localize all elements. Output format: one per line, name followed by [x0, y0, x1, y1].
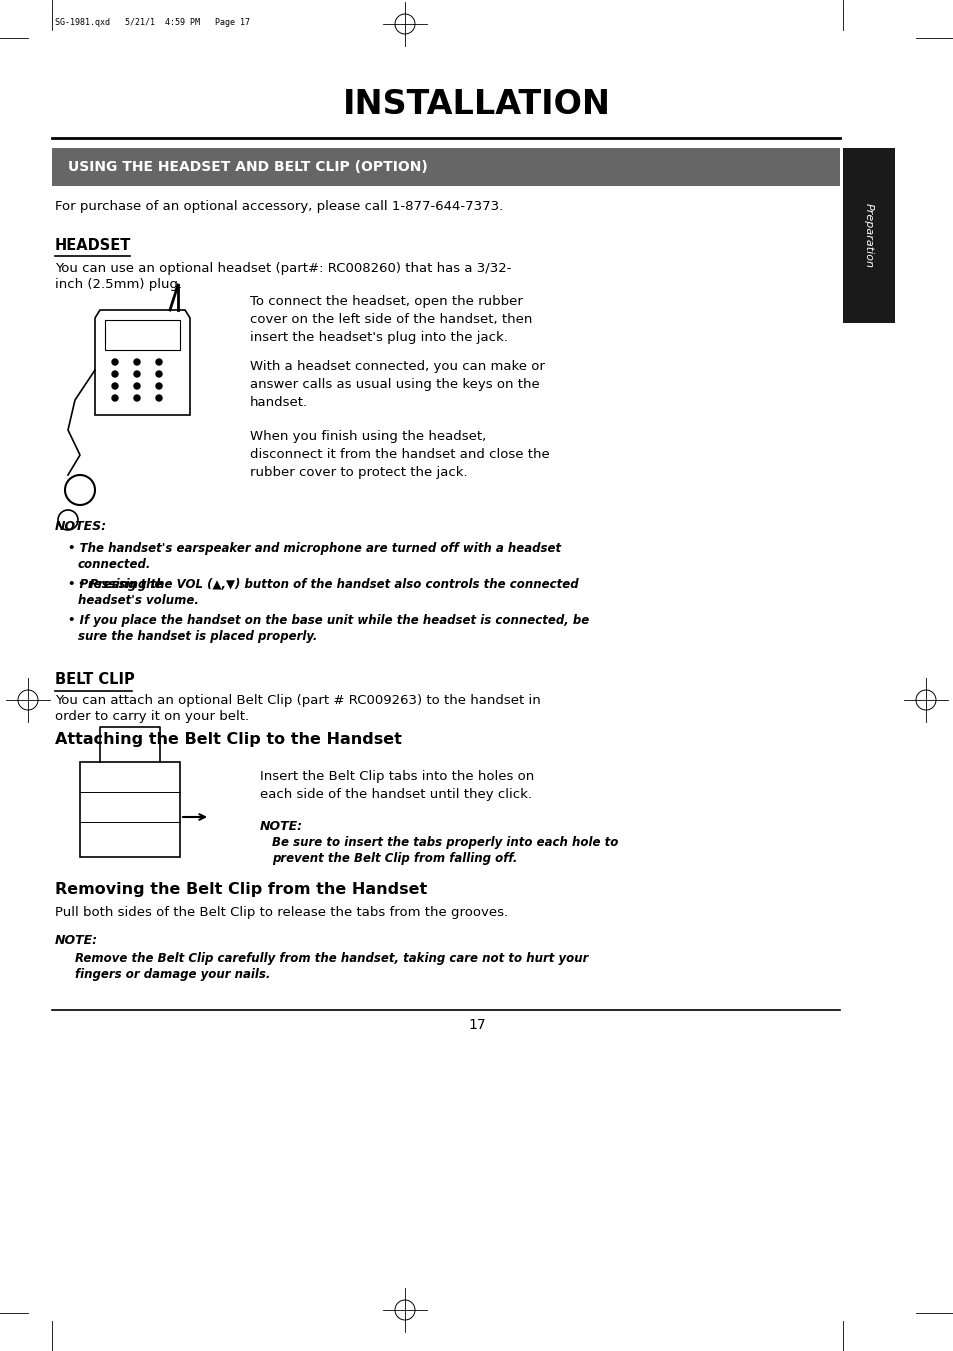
Text: SG-1981.qxd   5/21/1  4:59 PM   Page 17: SG-1981.qxd 5/21/1 4:59 PM Page 17: [55, 18, 250, 27]
Circle shape: [133, 382, 140, 389]
Bar: [52, 149, 840, 186]
Text: USING THE HEADSET AND BELT CLIP (OPTION): USING THE HEADSET AND BELT CLIP (OPTION): [68, 159, 427, 174]
Text: Insert the Belt Clip tabs into the holes on
each side of the handset until they : Insert the Belt Clip tabs into the holes…: [260, 770, 534, 801]
Text: • Pressing the VOL (▲,▼) button of the handset also controls the connected: • Pressing the VOL (▲,▼) button of the h…: [78, 578, 578, 590]
Bar: [105, 320, 180, 350]
Circle shape: [133, 359, 140, 365]
Text: Pull both sides of the Belt Clip to release the tabs from the grooves.: Pull both sides of the Belt Clip to rele…: [55, 907, 508, 919]
Text: For purchase of an optional accessory, please call 1-877-644-7373.: For purchase of an optional accessory, p…: [55, 200, 503, 213]
Text: Preparation: Preparation: [863, 203, 873, 267]
Bar: [842, 149, 894, 323]
Text: • Pressing the: • Pressing the: [68, 578, 167, 590]
Circle shape: [133, 372, 140, 377]
Circle shape: [112, 382, 118, 389]
Text: To connect the headset, open the rubber
cover on the left side of the handset, t: To connect the headset, open the rubber …: [250, 295, 532, 345]
Circle shape: [112, 359, 118, 365]
Circle shape: [156, 394, 162, 401]
Text: prevent the Belt Clip from falling off.: prevent the Belt Clip from falling off.: [272, 852, 517, 865]
Text: order to carry it on your belt.: order to carry it on your belt.: [55, 711, 249, 723]
Text: You can attach an optional Belt Clip (part # RC009263) to the handset in: You can attach an optional Belt Clip (pa…: [55, 694, 540, 707]
Text: Remove the Belt Clip carefully from the handset, taking care not to hurt your: Remove the Belt Clip carefully from the …: [75, 952, 588, 965]
Text: sure the handset is placed properly.: sure the handset is placed properly.: [78, 630, 317, 643]
Bar: [80, 762, 180, 857]
Circle shape: [112, 372, 118, 377]
Text: INSTALLATION: INSTALLATION: [343, 89, 610, 122]
Text: Removing the Belt Clip from the Handset: Removing the Belt Clip from the Handset: [55, 882, 427, 897]
Text: fingers or damage your nails.: fingers or damage your nails.: [75, 969, 270, 981]
Text: headset's volume.: headset's volume.: [78, 594, 198, 607]
Text: BELT CLIP: BELT CLIP: [55, 671, 134, 688]
Text: You can use an optional headset (part#: RC008260) that has a 3/32-: You can use an optional headset (part#: …: [55, 262, 511, 276]
Circle shape: [156, 382, 162, 389]
Text: NOTE:: NOTE:: [260, 820, 303, 834]
Text: • The handset's earspeaker and microphone are turned off with a headset: • The handset's earspeaker and microphon…: [68, 542, 560, 555]
Text: With a headset connected, you can make or
answer calls as usual using the keys o: With a headset connected, you can make o…: [250, 359, 544, 409]
Text: Be sure to insert the tabs properly into each hole to: Be sure to insert the tabs properly into…: [272, 836, 618, 848]
Text: HEADSET: HEADSET: [55, 238, 132, 253]
Text: inch (2.5mm) plug.: inch (2.5mm) plug.: [55, 278, 182, 290]
Text: NOTES:: NOTES:: [55, 520, 107, 534]
Text: NOTE:: NOTE:: [55, 934, 98, 947]
Circle shape: [156, 359, 162, 365]
Circle shape: [133, 394, 140, 401]
Text: • If you place the handset on the base unit while the headset is connected, be: • If you place the handset on the base u…: [68, 613, 589, 627]
Text: When you finish using the headset,
disconnect it from the handset and close the
: When you finish using the headset, disco…: [250, 430, 549, 480]
Circle shape: [112, 394, 118, 401]
Circle shape: [156, 372, 162, 377]
Text: connected.: connected.: [78, 558, 152, 571]
Text: 17: 17: [468, 1019, 485, 1032]
Text: Attaching the Belt Clip to the Handset: Attaching the Belt Clip to the Handset: [55, 732, 401, 747]
